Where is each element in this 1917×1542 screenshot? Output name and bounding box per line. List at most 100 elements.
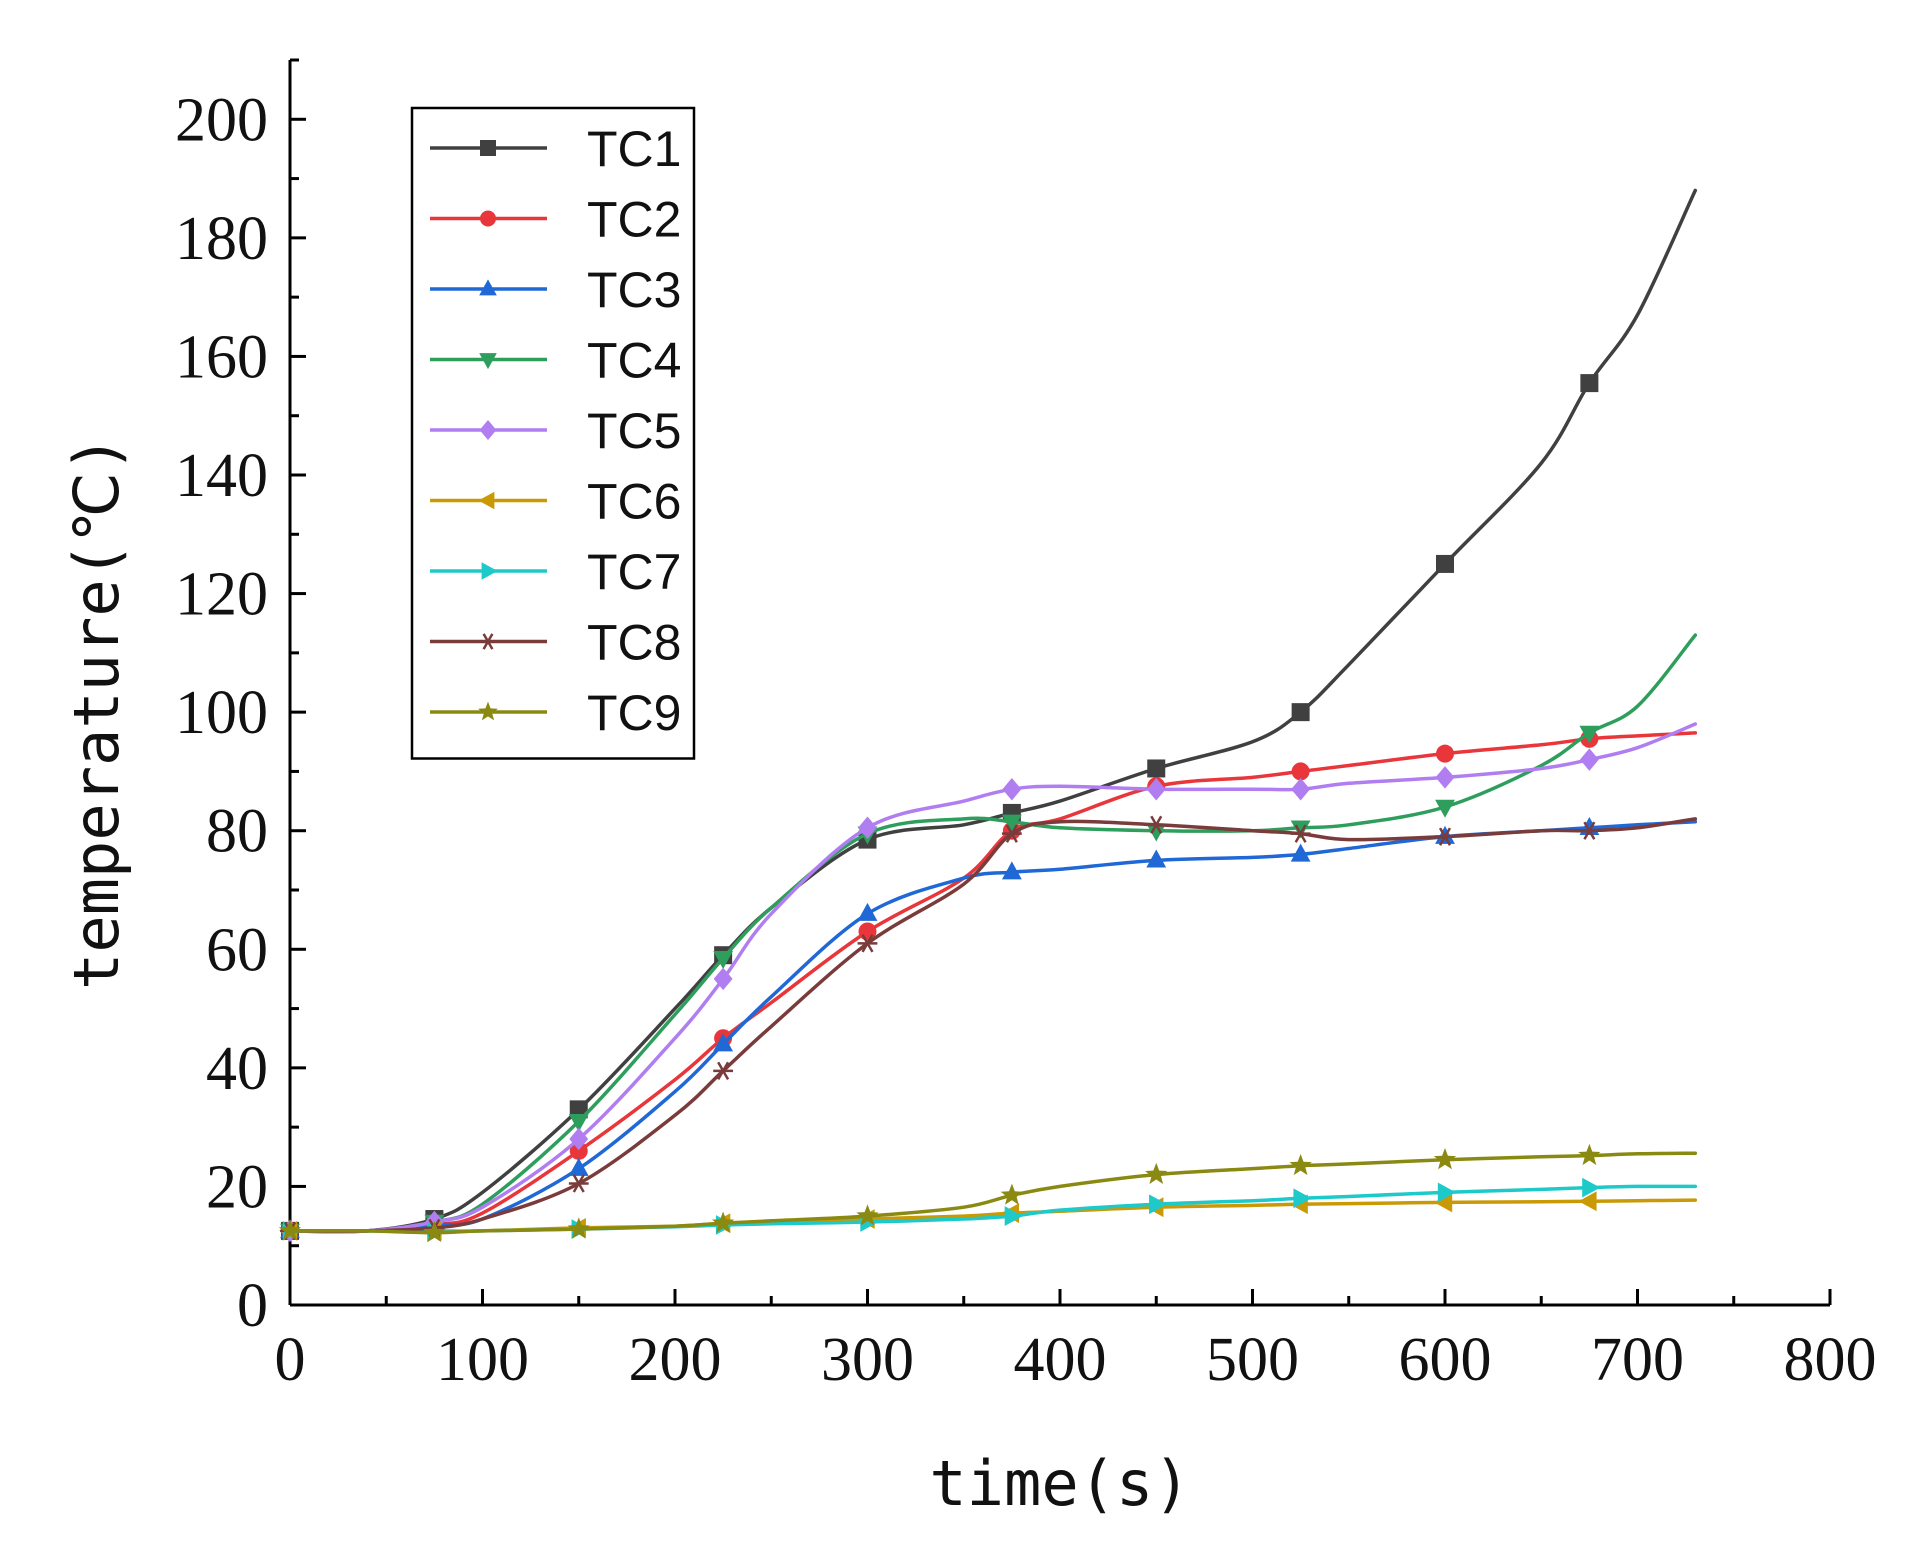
data-point bbox=[1435, 766, 1455, 789]
legend-item: TC3 bbox=[430, 262, 681, 318]
data-point bbox=[1578, 1191, 1597, 1212]
y-tick-label: 60 bbox=[206, 916, 268, 984]
y-tick-label: 80 bbox=[206, 798, 268, 866]
legend-item: TC2 bbox=[430, 192, 681, 248]
data-point bbox=[1579, 821, 1600, 840]
legend-label: TC3 bbox=[587, 262, 681, 318]
data-point bbox=[278, 1219, 302, 1241]
legend-label: TC6 bbox=[587, 474, 681, 530]
data-point bbox=[1001, 814, 1022, 833]
data-point bbox=[1145, 1162, 1168, 1184]
y-tick-label: 20 bbox=[206, 1153, 268, 1221]
data-point bbox=[1580, 374, 1599, 393]
data-point bbox=[1579, 725, 1600, 744]
legend-marker bbox=[478, 701, 498, 721]
legend-label: TC1 bbox=[587, 121, 681, 177]
series-line bbox=[288, 1198, 1698, 1233]
data-point bbox=[568, 1174, 589, 1193]
data-point bbox=[856, 1204, 879, 1226]
series-line bbox=[288, 722, 1698, 1234]
x-axis-title: time(s) bbox=[929, 1447, 1190, 1520]
legend-label: TC8 bbox=[587, 615, 681, 671]
legend-item: TC5 bbox=[430, 403, 681, 459]
x-tick-label: 300 bbox=[821, 1326, 914, 1394]
legend-box bbox=[410, 106, 696, 760]
y-tick-label: 180 bbox=[175, 205, 268, 273]
data-point bbox=[1146, 777, 1166, 801]
x-tick-label: 800 bbox=[1784, 1326, 1877, 1394]
y-tick-label: 100 bbox=[175, 679, 268, 747]
legend-label: TC2 bbox=[587, 192, 681, 248]
legend-marker bbox=[480, 140, 496, 156]
x-tick-label: 700 bbox=[1591, 1326, 1684, 1394]
y-axis-title: temperature(℃) bbox=[60, 435, 133, 990]
data-point bbox=[568, 1114, 589, 1133]
data-point bbox=[1146, 823, 1167, 842]
data-point bbox=[1293, 1188, 1312, 1209]
series-line bbox=[288, 1184, 1698, 1234]
series-tc3 bbox=[280, 816, 1698, 1239]
y-tick-label: 140 bbox=[175, 442, 268, 510]
data-point bbox=[1002, 777, 1022, 801]
x-tick-label: 500 bbox=[1206, 1326, 1299, 1394]
data-point bbox=[1146, 815, 1167, 834]
data-point bbox=[423, 1221, 446, 1243]
y-tick-label: 0 bbox=[237, 1272, 268, 1340]
series-line bbox=[288, 817, 1698, 1233]
legend-label: TC5 bbox=[587, 403, 681, 459]
x-tick-label: 600 bbox=[1399, 1326, 1492, 1394]
series-layer bbox=[278, 188, 1698, 1243]
data-point bbox=[1291, 777, 1311, 801]
data-point bbox=[858, 816, 877, 839]
y-tick-label: 40 bbox=[206, 1035, 268, 1103]
legend-label: TC9 bbox=[587, 685, 681, 741]
y-tick-label: 120 bbox=[175, 561, 268, 629]
data-point bbox=[713, 967, 733, 991]
legend-marker bbox=[480, 210, 496, 227]
data-point bbox=[712, 1211, 735, 1233]
data-point bbox=[1437, 1182, 1456, 1203]
series-line bbox=[288, 1151, 1698, 1235]
data-point bbox=[713, 1061, 734, 1081]
data-point bbox=[1290, 824, 1311, 843]
data-point bbox=[1578, 1143, 1601, 1166]
data-point bbox=[569, 1127, 589, 1151]
x-tick-label: 400 bbox=[1014, 1326, 1107, 1394]
series-tc5 bbox=[280, 722, 1698, 1243]
legend-item: TC9 bbox=[430, 685, 681, 741]
data-point bbox=[1004, 1206, 1023, 1226]
data-point bbox=[1436, 554, 1454, 573]
series-tc2 bbox=[281, 729, 1698, 1240]
legend-marker bbox=[479, 353, 497, 370]
legend-marker bbox=[479, 279, 497, 296]
data-point bbox=[1290, 820, 1311, 839]
series-line bbox=[288, 633, 1698, 1234]
data-point bbox=[1435, 799, 1455, 818]
legend-marker bbox=[478, 491, 495, 510]
legend-label: TC7 bbox=[587, 544, 681, 600]
data-point bbox=[1146, 849, 1167, 868]
data-point bbox=[1579, 748, 1599, 771]
axes: 0 100 200 300 400 500 600 700 800 0 20 40 60 80 100 120… bbox=[175, 58, 1877, 1394]
y-tick-label: 200 bbox=[175, 86, 268, 154]
legend-item: TC8 bbox=[430, 615, 681, 671]
legend-marker bbox=[481, 562, 498, 580]
data-point bbox=[1147, 759, 1166, 778]
x-tick-label: 0 bbox=[275, 1326, 306, 1394]
data-point bbox=[567, 1217, 590, 1239]
data-point bbox=[1433, 1148, 1457, 1170]
data-point bbox=[1001, 861, 1022, 880]
legend-item: TC6 bbox=[430, 474, 681, 530]
legend-label: TC4 bbox=[587, 333, 681, 389]
data-point bbox=[1001, 824, 1022, 843]
data-point bbox=[1434, 1192, 1453, 1213]
data-point bbox=[713, 1033, 734, 1052]
series-tc8 bbox=[280, 815, 1698, 1241]
data-point bbox=[857, 934, 878, 953]
data-point bbox=[1149, 1194, 1168, 1215]
legend-item: TC7 bbox=[430, 544, 681, 600]
data-point bbox=[713, 950, 734, 969]
data-point bbox=[1436, 744, 1454, 763]
data-point bbox=[1289, 1154, 1312, 1176]
data-point bbox=[1290, 843, 1311, 862]
